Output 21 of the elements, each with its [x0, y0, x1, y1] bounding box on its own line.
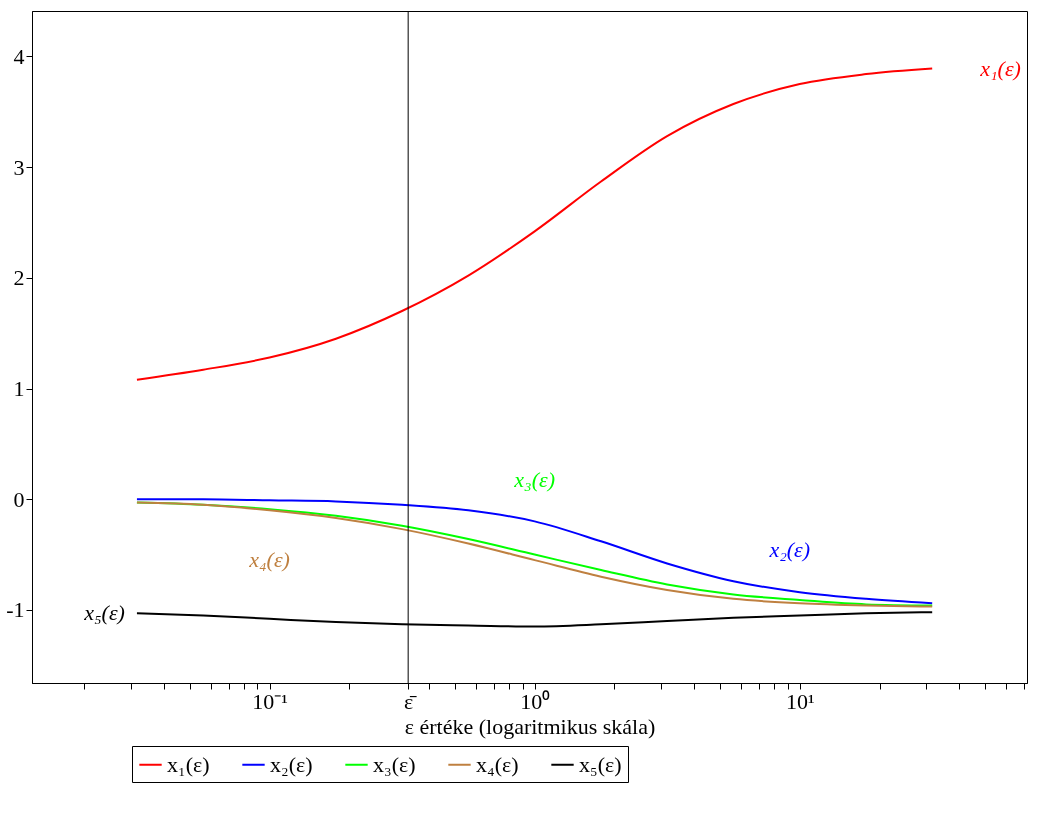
legend-label: x₁(ε): [167, 751, 210, 777]
x-tick-label: 10⁰: [520, 688, 551, 714]
legend-label: x₃(ε): [373, 751, 416, 777]
x-tick-label: 10¹: [785, 688, 815, 714]
annotation: x₁(ε): [979, 55, 1021, 81]
y-tick-label: 0: [13, 486, 25, 512]
x-tick-label: ε̄: [404, 688, 418, 714]
y-tick-label: 1: [13, 376, 25, 402]
annotation: x₄(ε): [248, 547, 290, 573]
legend-label: x₄(ε): [476, 751, 519, 777]
x-axis-title: ε értéke (logaritmikus skála): [404, 713, 656, 739]
y-tick-label: 2: [13, 265, 25, 291]
x-tick-label: 10⁻¹: [252, 688, 288, 714]
legend-label: x₅(ε): [579, 751, 622, 777]
y-tick-label: 3: [13, 154, 25, 180]
y-tick-label: 4: [13, 43, 25, 69]
legend-label: x₂(ε): [270, 751, 313, 777]
annotation: x₂(ε): [768, 537, 811, 563]
annotation: x₃(ε): [513, 466, 556, 492]
y-tick-label: -1: [6, 597, 25, 623]
annotation: x₅(ε): [83, 600, 125, 626]
